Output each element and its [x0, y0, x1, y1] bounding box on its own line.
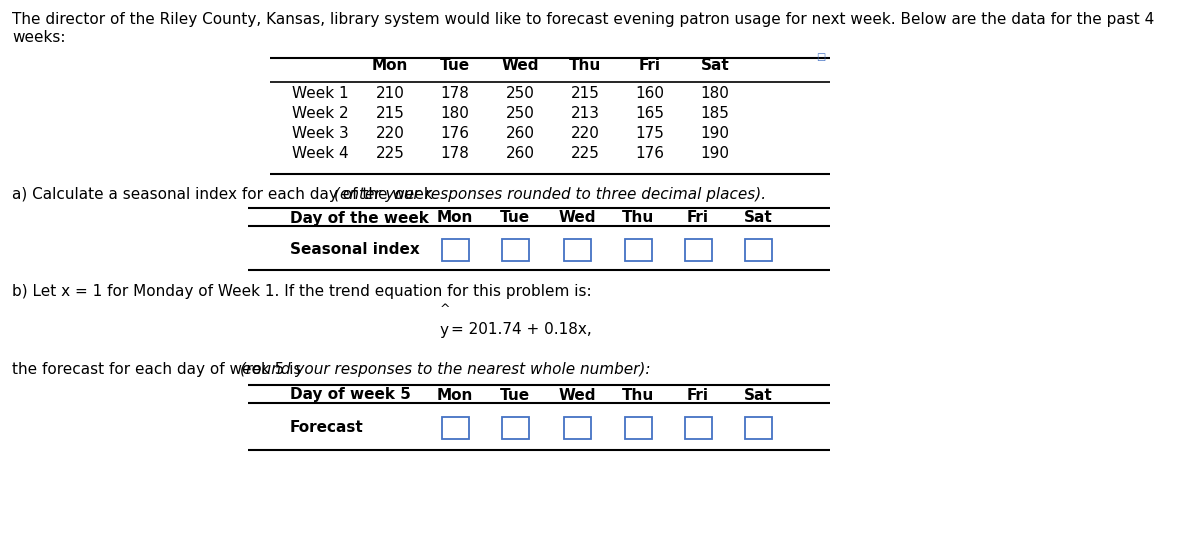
Text: Wed: Wed — [558, 211, 595, 225]
Text: Week 3: Week 3 — [292, 126, 348, 141]
FancyBboxPatch shape — [684, 417, 712, 439]
Text: 215: 215 — [376, 105, 404, 121]
FancyBboxPatch shape — [744, 239, 772, 261]
Text: Seasonal index: Seasonal index — [290, 243, 420, 258]
Text: Thu: Thu — [569, 58, 601, 73]
Text: 185: 185 — [701, 105, 730, 121]
Text: Day of week 5: Day of week 5 — [290, 387, 410, 403]
Text: 260: 260 — [505, 126, 534, 141]
Text: 180: 180 — [440, 105, 469, 121]
Text: Mon: Mon — [372, 58, 408, 73]
Text: 220: 220 — [570, 126, 600, 141]
Text: 210: 210 — [376, 85, 404, 100]
Text: Tue: Tue — [440, 58, 470, 73]
Text: weeks:: weeks: — [12, 30, 66, 45]
FancyBboxPatch shape — [624, 417, 652, 439]
Text: Fri: Fri — [686, 387, 709, 403]
Text: Thu: Thu — [622, 211, 654, 225]
Text: 175: 175 — [636, 126, 665, 141]
Text: Week 1: Week 1 — [292, 85, 348, 100]
Text: 176: 176 — [636, 146, 665, 161]
Text: Thu: Thu — [622, 387, 654, 403]
FancyBboxPatch shape — [564, 239, 590, 261]
FancyBboxPatch shape — [564, 417, 590, 439]
Text: Day of the week: Day of the week — [290, 211, 428, 225]
Text: b) Let x = 1 for Monday of Week 1. If the trend equation for this problem is:: b) Let x = 1 for Monday of Week 1. If th… — [12, 284, 592, 299]
Text: Week 4: Week 4 — [292, 146, 348, 161]
FancyBboxPatch shape — [744, 417, 772, 439]
Text: (enter your responses rounded to three decimal places).: (enter your responses rounded to three d… — [334, 187, 766, 202]
FancyBboxPatch shape — [502, 417, 528, 439]
Text: 220: 220 — [376, 126, 404, 141]
Text: 190: 190 — [701, 126, 730, 141]
Text: 213: 213 — [570, 105, 600, 121]
Text: Wed: Wed — [558, 387, 595, 403]
Text: 160: 160 — [636, 85, 665, 100]
Text: Tue: Tue — [500, 387, 530, 403]
Text: Mon: Mon — [437, 211, 473, 225]
Text: a) Calculate a seasonal index for each day of the week: a) Calculate a seasonal index for each d… — [12, 187, 438, 202]
Text: 180: 180 — [701, 85, 730, 100]
FancyBboxPatch shape — [684, 239, 712, 261]
Text: 165: 165 — [636, 105, 665, 121]
FancyBboxPatch shape — [442, 417, 468, 439]
Text: the forecast for each day of week 5 is: the forecast for each day of week 5 is — [12, 362, 306, 377]
Text: 225: 225 — [376, 146, 404, 161]
Text: 178: 178 — [440, 85, 469, 100]
Text: Sat: Sat — [744, 387, 773, 403]
Text: Wed: Wed — [502, 58, 539, 73]
FancyBboxPatch shape — [442, 239, 468, 261]
Text: 250: 250 — [505, 85, 534, 100]
Text: ^: ^ — [440, 303, 450, 316]
Text: 260: 260 — [505, 146, 534, 161]
Text: The director of the Riley County, Kansas, library system would like to forecast : The director of the Riley County, Kansas… — [12, 12, 1154, 27]
Text: 250: 250 — [505, 105, 534, 121]
Text: Fri: Fri — [686, 211, 709, 225]
Text: (round your responses to the nearest whole number):: (round your responses to the nearest who… — [240, 362, 650, 377]
Text: Week 2: Week 2 — [292, 105, 348, 121]
FancyBboxPatch shape — [502, 239, 528, 261]
Text: = 201.74 + 0.18x,: = 201.74 + 0.18x, — [451, 322, 592, 337]
Text: Forecast: Forecast — [290, 420, 364, 435]
Text: Fri: Fri — [640, 58, 661, 73]
Text: □: □ — [816, 52, 826, 62]
Text: 225: 225 — [570, 146, 600, 161]
Text: 176: 176 — [440, 126, 469, 141]
Text: y: y — [440, 322, 449, 337]
FancyBboxPatch shape — [624, 239, 652, 261]
Text: 190: 190 — [701, 146, 730, 161]
Text: 178: 178 — [440, 146, 469, 161]
Text: Sat: Sat — [701, 58, 730, 73]
Text: Mon: Mon — [437, 387, 473, 403]
Text: 215: 215 — [570, 85, 600, 100]
Text: Tue: Tue — [500, 211, 530, 225]
Text: Sat: Sat — [744, 211, 773, 225]
